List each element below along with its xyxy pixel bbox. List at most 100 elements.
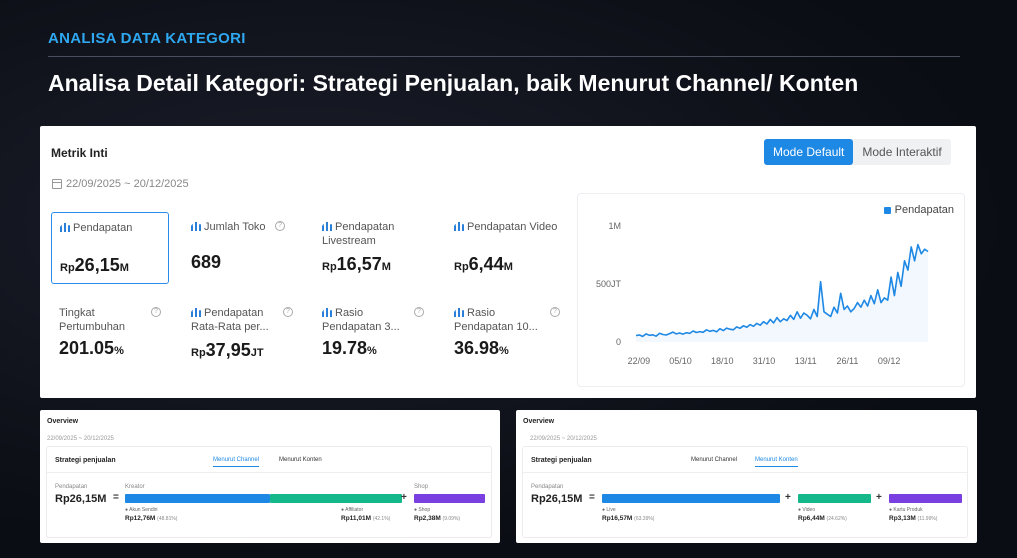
slide-title: Analisa Detail Kategori: Strategi Penjua…: [48, 70, 859, 96]
tab-menurut-channel[interactable]: Menurut Channel: [691, 457, 738, 463]
revenue-line-chart[interactable]: 0 500JT 1M 22/09 05/10 18/10 31/10 13/11 26/11 09…: [578, 194, 964, 386]
metric-card-pendapatan-livestream[interactable]: Pendapatan Livestream Rp16,57M: [314, 212, 432, 284]
strategy-title: Strategi penjualan: [55, 457, 116, 464]
strategy-card: Strategi penjualan Menurut Channel Menur…: [522, 446, 968, 538]
date-range: 22/09/2025 ~ 20/12/2025: [52, 178, 189, 190]
metric-value: 36.98%: [454, 338, 509, 358]
x-tick-label: 13/11: [795, 356, 817, 366]
help-icon[interactable]: ?: [283, 307, 293, 317]
bar-affiliator[interactable]: [270, 494, 402, 503]
revenue-value: Rp26,15M: [55, 493, 107, 505]
seg-value-shop: Rp2,38M (9.09%): [414, 515, 461, 522]
seg-value-akun-sendiri: Rp12,76M (48.81%): [125, 515, 178, 522]
mode-toggle: Mode Default Mode Interaktif: [764, 139, 951, 165]
bar-chart-icon: [191, 308, 201, 317]
core-metrics-panel: Metrik Inti 22/09/2025 ~ 20/12/2025 Mode…: [40, 126, 976, 398]
bar-akun-sendiri[interactable]: [125, 494, 270, 503]
metric-value: Rp26,15M: [60, 255, 129, 275]
tab-menurut-konten[interactable]: Menurut Konten: [755, 457, 798, 467]
date-range-text: 22/09/2025 ~ 20/12/2025: [66, 178, 189, 190]
seg-label-akun-sendiri: ● Akun Sendiri: [125, 507, 158, 513]
overview-content-panel: Overview 22/09/2025 ~ 20/12/2025 Strateg…: [516, 410, 977, 543]
series-area-pendapatan: [636, 244, 928, 342]
seg-label-affiliator: ● Affiliator: [341, 507, 364, 513]
plus-sign: +: [785, 492, 791, 503]
plus-sign: +: [401, 492, 407, 503]
calendar-icon: [52, 179, 62, 189]
y-tick-label: 500JT: [596, 279, 622, 289]
overview-title: Overview: [523, 418, 555, 425]
bar-live[interactable]: [602, 494, 780, 503]
seg-value-live: Rp16,57M (63.39%): [602, 515, 655, 522]
metric-label: Pendapatan Livestream: [322, 221, 395, 247]
metric-label: Pendapatan: [73, 222, 133, 234]
equals-sign: =: [589, 492, 595, 503]
revenue-chart-card: Pendapatan 0 500JT 1M 22/09 05/10 18/10 31/10 1…: [577, 193, 965, 387]
revenue-value: Rp26,15M: [531, 493, 583, 505]
plus-sign: +: [876, 492, 882, 503]
x-tick-label: 18/10: [711, 356, 734, 366]
bar-chart-icon: [191, 222, 201, 231]
seg-label-kartu-produk: ● Kartu Produk: [889, 507, 923, 513]
seg-label-video: ● Video: [798, 507, 816, 513]
help-icon[interactable]: ?: [275, 221, 285, 231]
metric-card-jumlah-toko[interactable]: Jumlah Toko ? 689: [183, 212, 301, 284]
metric-card-rasio-pendapatan-3[interactable]: Rasio Pendapatan 3... ? 19.78%: [314, 298, 432, 370]
seg-value-affiliator: Rp11,01M (42.1%): [341, 515, 391, 522]
mode-interactive-button[interactable]: Mode Interaktif: [862, 145, 942, 159]
bar-kartu-produk[interactable]: [889, 494, 962, 503]
metric-label: Rasio Pendapatan 10...: [454, 307, 538, 333]
divider: [523, 472, 967, 473]
metric-value: Rp37,95JT: [191, 340, 264, 360]
seg-label-shop: ● Shop: [414, 507, 431, 513]
x-tick-label: 22/09: [628, 356, 651, 366]
help-icon[interactable]: ?: [151, 307, 161, 317]
overview-channel-panel: Overview 22/09/2025 ~ 20/12/2025 Strateg…: [40, 410, 500, 543]
equals-sign: =: [113, 492, 119, 503]
metric-card-tingkat-pertumbuhan[interactable]: Tingkat Pertumbuhan ? 201.05%: [51, 298, 169, 370]
metric-label: Pendapatan Rata-Rata per...: [191, 307, 269, 333]
mode-default-button[interactable]: Mode Default: [764, 139, 854, 165]
bar-chart-icon: [454, 222, 464, 231]
revenue-label: Pendapatan: [531, 484, 564, 490]
tab-menurut-channel[interactable]: Menurut Channel: [213, 457, 260, 467]
bar-chart-icon: [60, 223, 70, 232]
revenue-label: Pendapatan: [55, 484, 88, 490]
metric-label: Pendapatan Video: [467, 221, 558, 233]
seg-label-live: ● Live: [602, 507, 616, 513]
metric-value: 201.05%: [59, 338, 124, 358]
divider: [48, 56, 960, 57]
metric-value: Rp16,57M: [322, 254, 391, 274]
seg-value-kartu-produk: Rp3,13M (11.99%): [889, 515, 938, 522]
bar-chart-icon: [322, 222, 332, 231]
bar-video[interactable]: [798, 494, 871, 503]
metric-value: 19.78%: [322, 338, 377, 358]
series-line-pendapatan[interactable]: [635, 243, 929, 338]
slide-section-tag: ANALISA DATA KATEGORI: [48, 30, 246, 47]
panel-title: Metrik Inti: [51, 146, 108, 160]
bar-shop[interactable]: [414, 494, 485, 503]
metric-value: Rp6,44M: [454, 254, 513, 274]
help-icon[interactable]: ?: [414, 307, 424, 317]
seg-value-video: Rp6,44M (24.62%): [798, 515, 847, 522]
metric-card-rasio-pendapatan-10[interactable]: Rasio Pendapatan 10... ? 36.98%: [446, 298, 564, 370]
shop-label: Shop: [414, 484, 429, 490]
tab-menurut-konten[interactable]: Menurut Konten: [279, 457, 322, 463]
help-icon[interactable]: ?: [550, 307, 560, 317]
metric-card-pendapatan-rata-rata[interactable]: Pendapatan Rata-Rata per... ? Rp37,95JT: [183, 298, 301, 370]
chart-legend[interactable]: Pendapatan: [883, 204, 954, 216]
y-tick-label: 1M: [608, 221, 621, 231]
bar-chart-icon: [322, 308, 332, 317]
x-tick-label: 31/10: [753, 356, 776, 366]
x-tick-label: 05/10: [669, 356, 692, 366]
metric-value: 689: [191, 252, 222, 272]
strategy-title: Strategi penjualan: [531, 457, 592, 464]
overview-date-range: 22/09/2025 ~ 20/12/2025: [530, 436, 597, 442]
metric-card-pendapatan[interactable]: Pendapatan Rp26,15M: [51, 212, 169, 284]
metric-card-pendapatan-video[interactable]: Pendapatan Video Rp6,44M: [446, 212, 564, 284]
bar-chart-icon: [454, 308, 464, 317]
legend-label: Pendapatan: [894, 204, 954, 216]
metric-label: Tingkat Pertumbuhan: [59, 307, 126, 333]
overview-title: Overview: [47, 418, 79, 425]
y-tick-label: 0: [616, 337, 621, 347]
